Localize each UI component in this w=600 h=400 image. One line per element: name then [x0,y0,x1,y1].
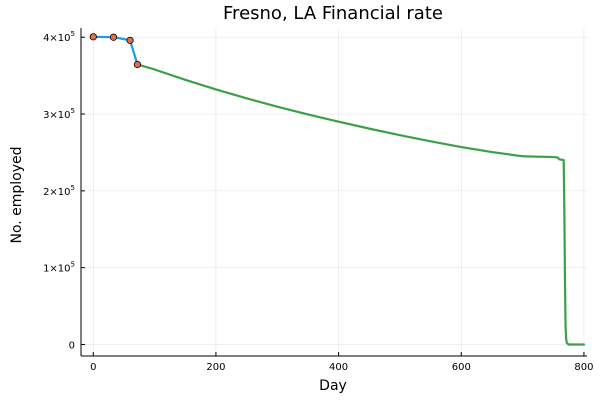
x-tick-label-2: 400 [329,362,348,373]
data-point-0 [89,33,97,41]
x-tick-label-3: 600 [452,362,471,373]
data-point-3 [133,60,142,69]
y-tick-label-1: 1×105 [43,261,75,275]
series-layer [92,35,586,346]
x-tick-label-1: 200 [206,362,225,373]
series-line-0 [92,35,139,66]
y-tick-label-3: 3×105 [43,107,75,121]
series-line-1 [136,63,586,346]
data-point-1 [109,33,118,41]
ticks-layer: 0 200 400 600 800 0 1×105 2×105 3×105 4×105 [43,30,593,373]
x-tick-label-4: 800 [574,362,593,373]
x-tick-label-0: 0 [90,362,96,373]
x-axis-title: Day [319,378,347,394]
y-tick-label-4: 4×105 [43,30,75,44]
y-tick-label-2: 2×105 [43,184,75,198]
chart-title: Fresno, LA Financial rate [223,3,443,24]
axes-layer [80,28,587,357]
y-tick-label-0: 0 [69,340,75,351]
points-layer [89,33,142,69]
grid-layer [81,28,587,356]
data-point-2 [126,36,134,44]
y-axis-title: No. employed [9,146,25,243]
